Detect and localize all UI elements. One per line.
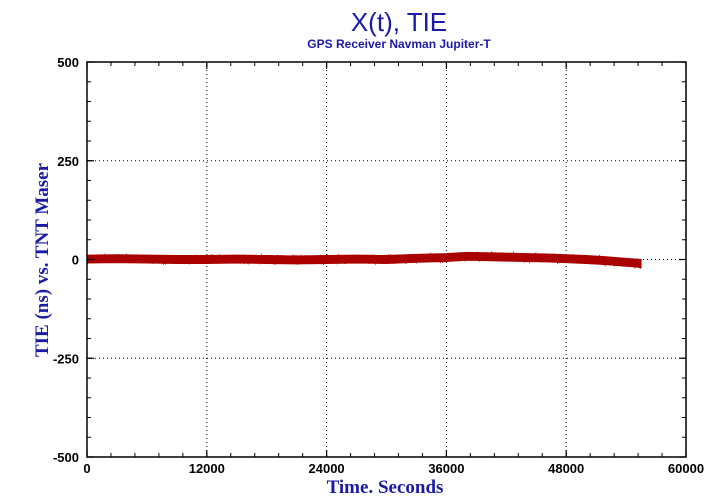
y-tick-label: -250 [53, 351, 79, 366]
tick-labels: 0 12000 24000 36000 48000 60000 500 250 0 -250 -50… [53, 55, 704, 476]
series-line-0 [86, 250, 642, 270]
x-tick-label: 48000 [548, 461, 584, 476]
x-tick-label: 36000 [428, 461, 464, 476]
chart-subtitle: GPS Receiver Navman Jupiter-T [307, 37, 491, 51]
x-tick-label: 0 [83, 461, 90, 476]
x-axis-title: Time. Seconds [327, 477, 444, 497]
y-tick-label: -500 [53, 450, 79, 465]
y-tick-label: 500 [57, 55, 79, 70]
y-axis-title: TIE (ns) vs. TNT Maser [32, 162, 53, 357]
y-tick-label: 0 [72, 253, 79, 268]
chart-title: X(t), TIE [351, 7, 447, 37]
y-tick-label: 250 [57, 154, 79, 169]
series-layer [86, 250, 642, 270]
x-tick-label: 60000 [668, 461, 704, 476]
x-tick-label: 12000 [189, 461, 225, 476]
tick-marks [86, 61, 687, 458]
x-tick-label: 24000 [309, 461, 345, 476]
